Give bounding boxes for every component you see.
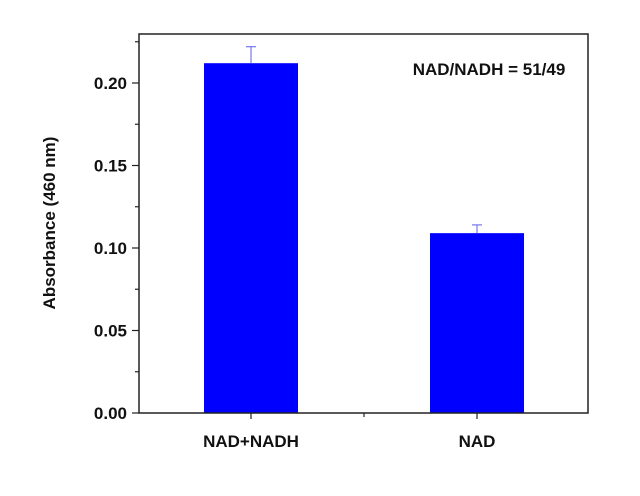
- y-tick-label: 0.10: [94, 239, 127, 258]
- y-tick-label: 0.15: [94, 157, 127, 176]
- axes: NAD+NADH NAD 0.00 0.05 0.10 0.15 0.20: [94, 41, 496, 451]
- x-tick-label: NAD+NADH: [203, 432, 299, 451]
- bars: [204, 46, 524, 413]
- x-tick-label: NAD: [459, 432, 496, 451]
- y-tick-label: 0.05: [94, 322, 127, 341]
- y-tick-label: 0.00: [94, 404, 127, 423]
- bar: [430, 233, 524, 413]
- y-tick-label: 0.20: [94, 74, 127, 93]
- y-axis-label: Absorbance (460 nm): [40, 137, 59, 310]
- bar: [204, 63, 298, 413]
- plot-frame: [138, 33, 589, 414]
- ratio-annotation: NAD/NADH = 51/49: [413, 60, 566, 79]
